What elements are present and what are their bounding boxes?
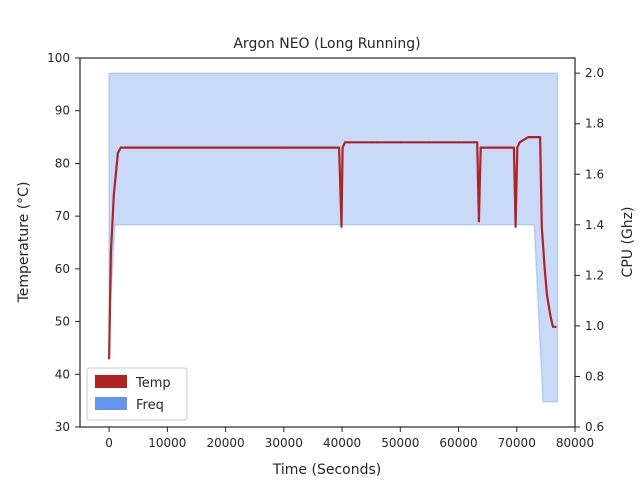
temp-point <box>399 141 402 144</box>
y-left-tick-label: 40 <box>55 367 70 381</box>
y-right-tick-label: 0.6 <box>585 420 604 434</box>
y-right-tick-label: 1.2 <box>585 268 604 282</box>
temp-point <box>540 225 543 228</box>
y-right-tick-label: 0.8 <box>585 369 604 383</box>
y-left-tick-label: 70 <box>55 209 70 223</box>
freq-band <box>108 72 559 403</box>
y-left-tick-label: 90 <box>55 104 70 118</box>
temp-point <box>486 146 489 149</box>
temp-point <box>112 194 115 197</box>
temp-point <box>527 136 530 139</box>
x-tick-label: 20000 <box>206 436 244 450</box>
temp-series <box>108 136 557 360</box>
y-axis-left: 30 40 50 60 70 80 90 100 <box>47 51 80 434</box>
y-left-tick-label: 60 <box>55 262 70 276</box>
y-right-tick-label: 2.0 <box>585 66 604 80</box>
temp-point <box>514 225 517 228</box>
y-left-tick-label: 50 <box>55 315 70 329</box>
y-right-tick-label: 1.6 <box>585 167 604 181</box>
y-right-tick-label: 1.0 <box>585 319 604 333</box>
temp-point <box>428 141 431 144</box>
x-tick-label: 80000 <box>556 436 594 450</box>
y-axis-right-label: CPU (Ghz) <box>620 207 636 278</box>
temp-point <box>554 325 557 328</box>
temp-point <box>116 151 119 154</box>
temp-point <box>282 146 285 149</box>
temp-point <box>137 146 140 149</box>
legend-swatch-temp <box>95 375 127 388</box>
plot-frame <box>79 57 576 428</box>
temp-point <box>109 252 112 254</box>
temp-point <box>518 141 521 144</box>
temp-point <box>341 146 344 149</box>
temp-point <box>479 146 482 149</box>
y-left-tick-label: 80 <box>55 156 70 170</box>
temp-point <box>108 357 111 360</box>
temp-point <box>539 136 542 139</box>
temp-point <box>546 294 548 297</box>
x-tick-label: 10000 <box>148 436 186 450</box>
chart-title: Argon NEO (Long Running) <box>233 36 420 52</box>
legend-label-temp: Temp <box>135 376 171 391</box>
legend-label-freq: Freq <box>136 398 164 413</box>
temp-point <box>549 315 552 318</box>
x-tick-label: 50000 <box>381 436 419 450</box>
y-left-tick-label: 100 <box>47 51 70 65</box>
x-axis: 0 10000 20000 30000 40000 50000 60000 70000 8000… <box>105 427 594 450</box>
temp-point <box>340 225 343 228</box>
temp-point <box>119 146 122 149</box>
x-tick-label: 60000 <box>439 436 477 450</box>
x-tick-label: 70000 <box>498 436 536 450</box>
temp-point <box>166 146 169 149</box>
x-tick-label: 30000 <box>265 436 303 450</box>
temp-point <box>224 146 227 149</box>
temp-point <box>477 220 480 223</box>
y-axis-left-label: Temperature (°C) <box>16 182 32 304</box>
y-right-tick-label: 1.8 <box>585 117 604 131</box>
x-tick-label: 0 <box>105 436 113 450</box>
temp-point <box>551 325 554 328</box>
temp-point <box>338 146 341 149</box>
y-axis-right: 0.6 0.8 1.0 1.2 1.4 1.6 1.8 2.0 <box>575 66 604 434</box>
temp-point <box>472 141 475 144</box>
freq-series <box>108 72 559 403</box>
legend-swatch-freq <box>95 397 127 410</box>
y-left-tick-label: 30 <box>55 420 70 434</box>
x-tick-label: 40000 <box>323 436 361 450</box>
temp-point <box>543 267 546 270</box>
temp-point <box>370 141 373 144</box>
y-right-tick-label: 1.4 <box>585 218 604 232</box>
x-axis-label: Time (Seconds) <box>272 462 381 478</box>
temp-point <box>516 146 519 149</box>
temp-point <box>344 141 346 144</box>
legend: Temp Freq <box>86 367 188 421</box>
temp-point <box>476 141 479 144</box>
temp-point <box>512 146 515 149</box>
temp-point <box>457 141 460 144</box>
temp-point <box>376 141 378 144</box>
